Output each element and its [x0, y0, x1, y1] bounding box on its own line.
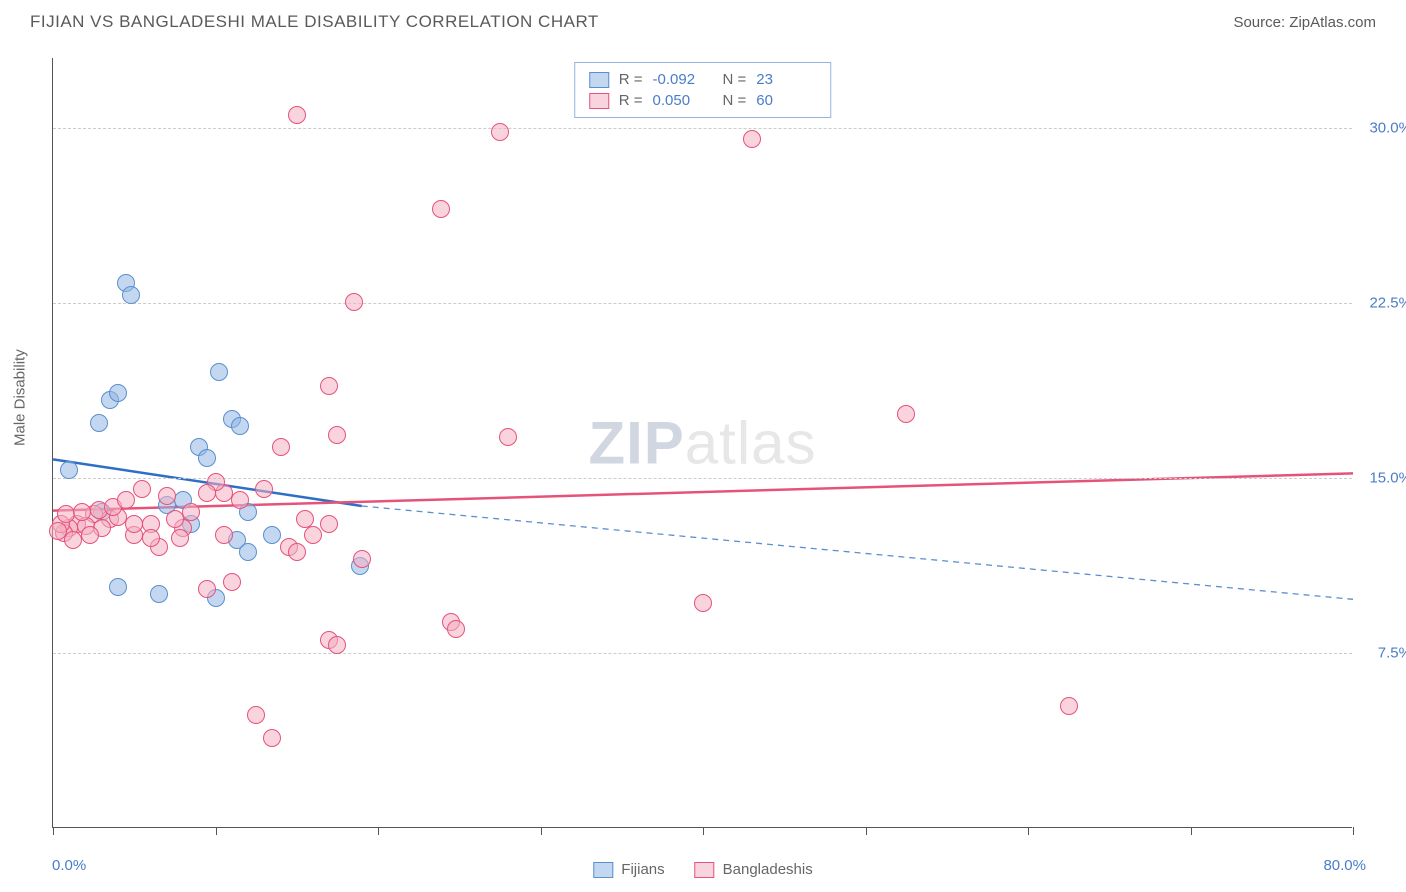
scatter-point — [182, 503, 200, 521]
series-legend-label: Bangladeshis — [723, 861, 813, 878]
scatter-point — [353, 550, 371, 568]
x-tick — [541, 827, 542, 835]
scatter-point — [320, 515, 338, 533]
scatter-point — [255, 480, 273, 498]
series-legend: Fijians Bangladeshis — [593, 861, 812, 878]
stats-legend-row: R =0.050N =60 — [589, 90, 817, 111]
scatter-point — [694, 594, 712, 612]
scatter-point — [171, 529, 189, 547]
scatter-point — [263, 526, 281, 544]
scatter-point — [447, 620, 465, 638]
scatter-point — [223, 573, 241, 591]
x-axis-min-label: 0.0% — [52, 857, 86, 874]
source-label: Source: ZipAtlas.com — [1233, 14, 1376, 31]
scatter-point — [57, 505, 75, 523]
trend-line — [362, 506, 1353, 599]
scatter-point — [231, 417, 249, 435]
gridline — [53, 303, 1352, 304]
scatter-point — [158, 487, 176, 505]
y-tick-label: 22.5% — [1357, 295, 1406, 312]
scatter-point — [60, 461, 78, 479]
series-legend-item: Bangladeshis — [695, 861, 813, 878]
gridline — [53, 653, 1352, 654]
scatter-point — [90, 414, 108, 432]
chart-title: FIJIAN VS BANGLADESHI MALE DISABILITY CO… — [30, 12, 599, 32]
x-tick — [1028, 827, 1029, 835]
scatter-point — [288, 106, 306, 124]
scatter-point — [897, 405, 915, 423]
scatter-point — [198, 449, 216, 467]
legend-swatch — [589, 72, 609, 88]
scatter-point — [499, 428, 517, 446]
legend-swatch — [593, 862, 613, 878]
y-axis-title: Male Disability — [12, 349, 29, 446]
scatter-point — [73, 503, 91, 521]
scatter-point — [210, 363, 228, 381]
x-tick — [703, 827, 704, 835]
scatter-point — [345, 293, 363, 311]
scatter-point — [328, 426, 346, 444]
scatter-point — [743, 130, 761, 148]
scatter-point — [491, 123, 509, 141]
legend-swatch — [695, 862, 715, 878]
scatter-point — [231, 491, 249, 509]
scatter-point — [109, 578, 127, 596]
chart-plot-area: ZIPatlas R =-0.092N =23R =0.050N =60 7.5… — [52, 58, 1352, 828]
scatter-point — [109, 384, 127, 402]
scatter-point — [64, 531, 82, 549]
series-legend-label: Fijians — [621, 861, 664, 878]
x-tick — [1353, 827, 1354, 835]
scatter-point — [122, 286, 140, 304]
scatter-point — [288, 543, 306, 561]
scatter-point — [296, 510, 314, 528]
scatter-point — [142, 529, 160, 547]
series-legend-item: Fijians — [593, 861, 664, 878]
scatter-point — [328, 636, 346, 654]
scatter-point — [215, 526, 233, 544]
scatter-point — [150, 585, 168, 603]
x-tick — [866, 827, 867, 835]
scatter-point — [117, 491, 135, 509]
scatter-point — [263, 729, 281, 747]
gridline — [53, 128, 1352, 129]
x-tick — [378, 827, 379, 835]
scatter-point — [239, 543, 257, 561]
x-axis-max-label: 80.0% — [1323, 857, 1366, 874]
scatter-point — [81, 526, 99, 544]
gridline — [53, 478, 1352, 479]
scatter-point — [198, 484, 216, 502]
x-tick — [216, 827, 217, 835]
stats-legend: R =-0.092N =23R =0.050N =60 — [574, 62, 832, 118]
scatter-point — [304, 526, 322, 544]
scatter-point — [247, 706, 265, 724]
scatter-point — [320, 377, 338, 395]
scatter-point — [198, 580, 216, 598]
scatter-point — [133, 480, 151, 498]
legend-swatch — [589, 93, 609, 109]
scatter-point — [432, 200, 450, 218]
scatter-point — [1060, 697, 1078, 715]
scatter-point — [125, 515, 143, 533]
y-tick-label: 7.5% — [1357, 645, 1406, 662]
x-tick — [1191, 827, 1192, 835]
stats-legend-row: R =-0.092N =23 — [589, 69, 817, 90]
y-tick-label: 30.0% — [1357, 120, 1406, 137]
x-tick — [53, 827, 54, 835]
y-tick-label: 15.0% — [1357, 470, 1406, 487]
scatter-point — [272, 438, 290, 456]
